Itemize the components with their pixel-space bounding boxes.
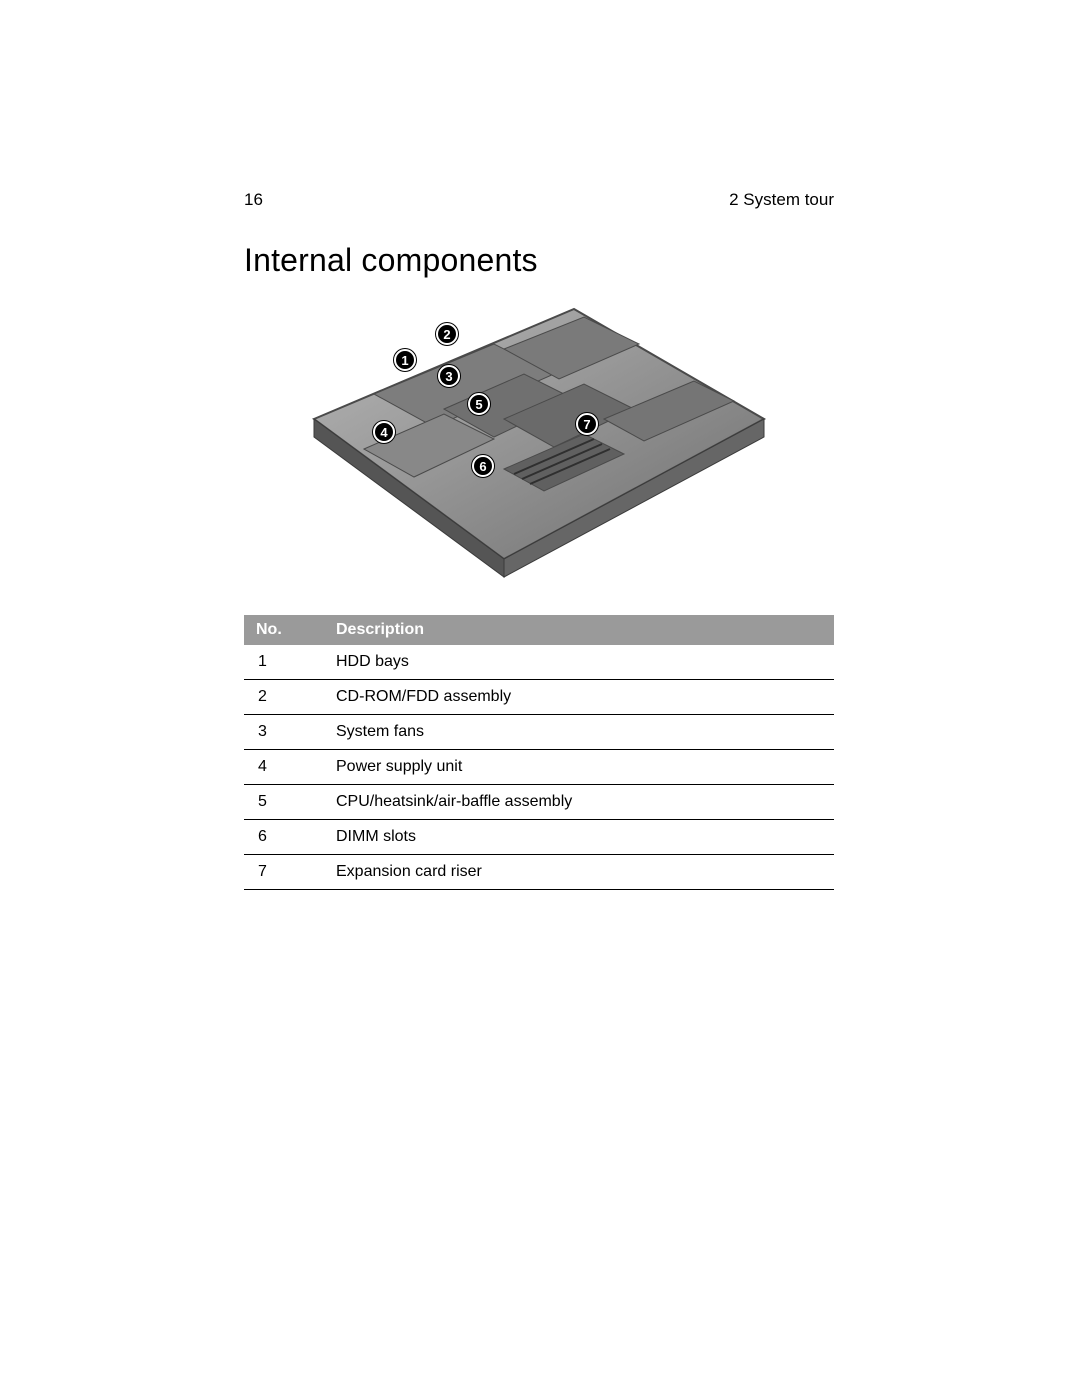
table-row: 6DIMM slots [244,820,834,855]
cell-no: 2 [244,680,324,715]
cell-description: CD-ROM/FDD assembly [324,680,834,715]
callout-marker: 6 [472,455,494,477]
page-title: Internal components [244,242,834,279]
cell-description: Expansion card riser [324,855,834,890]
cell-description: DIMM slots [324,820,834,855]
cell-no: 3 [244,715,324,750]
cell-description: System fans [324,715,834,750]
page-number: 16 [244,190,263,210]
cell-description: Power supply unit [324,750,834,785]
table-row: 7Expansion card riser [244,855,834,890]
table-row: 5CPU/heatsink/air-baffle assembly [244,785,834,820]
cell-no: 4 [244,750,324,785]
cell-description: HDD bays [324,645,834,680]
cell-no: 5 [244,785,324,820]
components-table: No. Description 1HDD bays2CD-ROM/FDD ass… [244,615,834,890]
col-header-description: Description [324,615,834,645]
table-row: 3System fans [244,715,834,750]
table-header-row: No. Description [244,615,834,645]
cell-no: 7 [244,855,324,890]
col-header-no: No. [244,615,324,645]
section-label: 2 System tour [729,190,834,210]
table-row: 4Power supply unit [244,750,834,785]
callout-marker: 4 [373,421,395,443]
document-page: 16 2 System tour Internal components [244,190,834,890]
callout-marker: 2 [436,323,458,345]
motherboard-illustration [244,299,834,579]
callout-marker: 3 [438,365,460,387]
component-figure: 12 3 4 5 6 7 [244,299,834,579]
cell-no: 1 [244,645,324,680]
cell-no: 6 [244,820,324,855]
callout-marker: 1 [394,349,416,371]
callout-marker: 5 [468,393,490,415]
table-row: 1HDD bays [244,645,834,680]
table-row: 2CD-ROM/FDD assembly [244,680,834,715]
callout-marker: 7 [576,413,598,435]
cell-description: CPU/heatsink/air-baffle assembly [324,785,834,820]
page-header: 16 2 System tour [244,190,834,210]
